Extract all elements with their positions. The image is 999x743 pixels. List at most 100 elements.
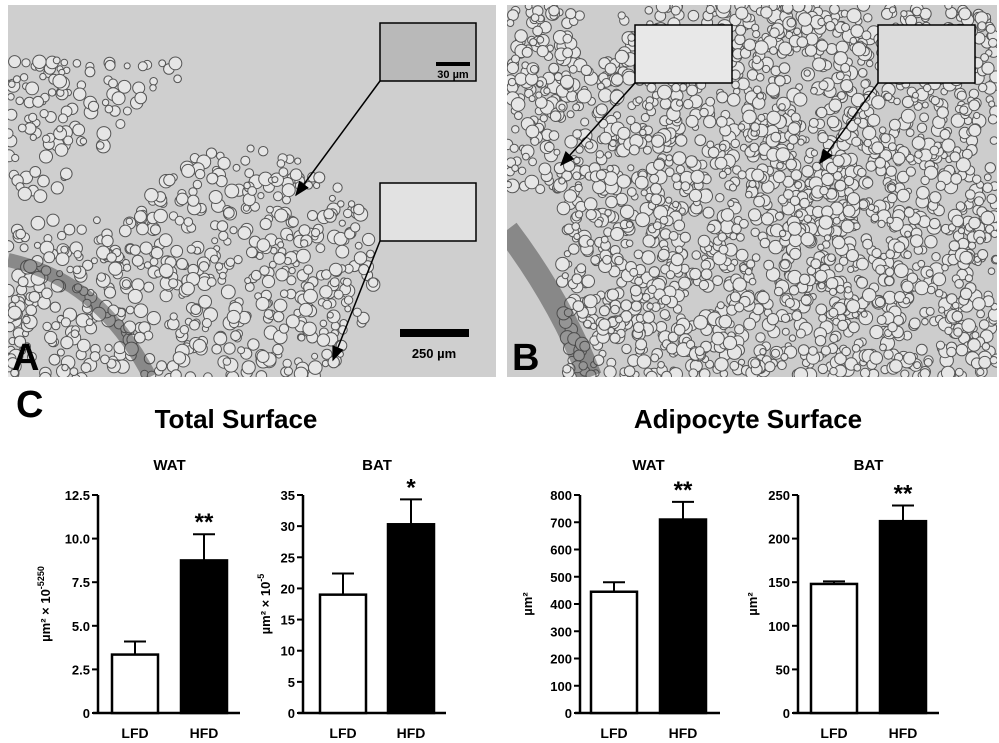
adipocyte-cell	[971, 331, 980, 340]
adipocyte-cell	[628, 144, 640, 156]
adipocyte-cell	[580, 117, 590, 127]
adipocyte-cell	[625, 239, 634, 248]
adipocyte-cell	[936, 106, 949, 119]
adipocyte-cell	[597, 82, 605, 91]
adipocyte-cell	[289, 168, 303, 181]
adipocyte-cell	[973, 111, 981, 120]
adipocyte-cell	[803, 69, 811, 77]
y-tick-label: 250	[768, 488, 790, 503]
adipocyte-cell	[190, 304, 202, 315]
adipocyte-cell	[583, 197, 598, 211]
adipocyte-cell	[136, 222, 149, 236]
adipocyte-cell	[653, 158, 666, 171]
adipocyte-cell	[923, 83, 932, 93]
adipocyte-cell	[536, 80, 544, 88]
adipocyte-cell	[319, 285, 333, 299]
adipocyte-cell	[949, 151, 961, 163]
adipocyte-cell	[946, 293, 958, 305]
adipocyte-cell	[657, 361, 665, 369]
adipocyte-cell	[988, 37, 997, 48]
adipocyte-cell	[904, 230, 912, 238]
adipocyte-cell	[910, 234, 924, 248]
adipocyte-cell	[832, 154, 845, 167]
arrow-b2	[819, 82, 879, 165]
adipocyte-cell	[172, 351, 187, 365]
arrow-a2	[332, 240, 381, 362]
adipocyte-cell	[914, 280, 930, 296]
adipocyte-cell	[362, 232, 376, 247]
adipocyte-cell	[8, 322, 15, 333]
muscle-band	[8, 253, 157, 377]
adipocyte-cell	[181, 281, 195, 296]
x-tick-label: LFD	[121, 725, 148, 741]
adipocyte-cell	[750, 122, 760, 132]
adipocyte-cell	[983, 173, 992, 182]
adipocyte-cell	[676, 99, 684, 107]
adipocyte-cell	[734, 324, 745, 335]
adipocyte-cell	[751, 168, 765, 182]
adipocyte-cell	[321, 269, 332, 280]
adipocyte-cell	[192, 338, 207, 353]
adipocyte-cell	[333, 289, 344, 300]
adipocyte-cell	[887, 183, 897, 193]
adipocyte-cell	[732, 277, 747, 292]
adipocyte-cell	[84, 66, 96, 78]
adipocyte-cell	[619, 204, 635, 220]
y-tick-label: 0	[83, 706, 90, 721]
adipocyte-cell	[352, 307, 362, 317]
adipocyte-cell	[875, 264, 886, 275]
adipocyte-cell	[304, 181, 314, 190]
adipocyte-cell	[544, 141, 555, 153]
adipocyte-cell	[198, 261, 210, 272]
adipocyte-cell	[793, 92, 808, 107]
adipocyte-cell	[848, 321, 860, 334]
adipocyte-cell	[719, 143, 727, 152]
adipocyte-cell	[700, 259, 711, 271]
adipocyte-cell	[961, 318, 977, 333]
adipocyte-cell	[625, 221, 634, 229]
adipocyte-cell	[650, 182, 662, 195]
adipocyte-cell	[54, 143, 69, 157]
adipocyte-cell	[929, 217, 941, 230]
adipocyte-cell	[892, 151, 906, 165]
adipocyte-cell	[912, 6, 922, 17]
adipocyte-cell	[326, 311, 334, 319]
adipocyte-cell	[273, 191, 283, 202]
adipocyte-cell	[736, 233, 745, 242]
bar-chart-0: WAT 0 2.5 5.0 7.5 10.0 12.5 µm² × 10-5250 LFD HFD…	[36, 457, 240, 741]
adipocyte-cell	[817, 363, 829, 375]
adipocyte-cell	[308, 360, 323, 375]
adipocyte-cell	[170, 369, 182, 377]
adipocyte-cell	[893, 241, 906, 254]
adipocyte-cell	[821, 172, 835, 187]
y-axis-label-exponent: -5	[256, 574, 266, 582]
adipocyte-cell	[640, 113, 650, 122]
micrograph-b	[507, 5, 997, 377]
adipocyte-cell	[174, 215, 185, 226]
adipocyte-cell	[885, 267, 895, 277]
adipocyte-cell	[860, 79, 870, 89]
adipocyte-cell	[917, 259, 926, 268]
adipocyte-cell	[626, 115, 636, 126]
adipocyte-cell	[714, 357, 729, 372]
adipocyte-cell	[538, 162, 552, 176]
adipocyte-cell	[507, 181, 512, 189]
adipocyte-cell	[338, 219, 346, 227]
adipocyte-cell	[311, 352, 319, 360]
adipocyte-cell	[787, 122, 801, 135]
adipocyte-cell	[650, 353, 660, 363]
adipocyte-cell	[585, 141, 594, 150]
adipocyte-cell	[524, 5, 533, 11]
y-axis-label-text: µm²	[520, 592, 535, 616]
adipocyte-cell	[73, 87, 87, 101]
adipocyte-cell	[880, 133, 891, 144]
adipocyte-cell	[633, 321, 645, 333]
adipocyte-cell	[777, 360, 787, 371]
adipocyte-cell	[764, 361, 776, 373]
adipocyte-cell	[556, 201, 571, 216]
adipocyte-cell	[85, 318, 94, 327]
adipocyte-cell	[641, 250, 656, 265]
adipocyte-cell	[974, 196, 984, 207]
adipocyte-cell	[800, 294, 812, 306]
